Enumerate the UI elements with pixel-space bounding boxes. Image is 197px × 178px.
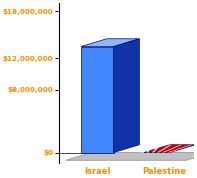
Polygon shape — [139, 145, 143, 153]
Polygon shape — [152, 145, 162, 153]
Text: Israel: Israel — [84, 167, 111, 176]
Polygon shape — [81, 39, 139, 47]
Polygon shape — [66, 153, 197, 160]
Polygon shape — [147, 145, 151, 153]
Polygon shape — [81, 47, 114, 153]
Text: Palestine: Palestine — [143, 167, 187, 176]
Polygon shape — [167, 145, 192, 153]
Polygon shape — [162, 145, 182, 153]
Polygon shape — [144, 145, 195, 153]
Polygon shape — [157, 145, 172, 153]
Polygon shape — [114, 39, 139, 153]
